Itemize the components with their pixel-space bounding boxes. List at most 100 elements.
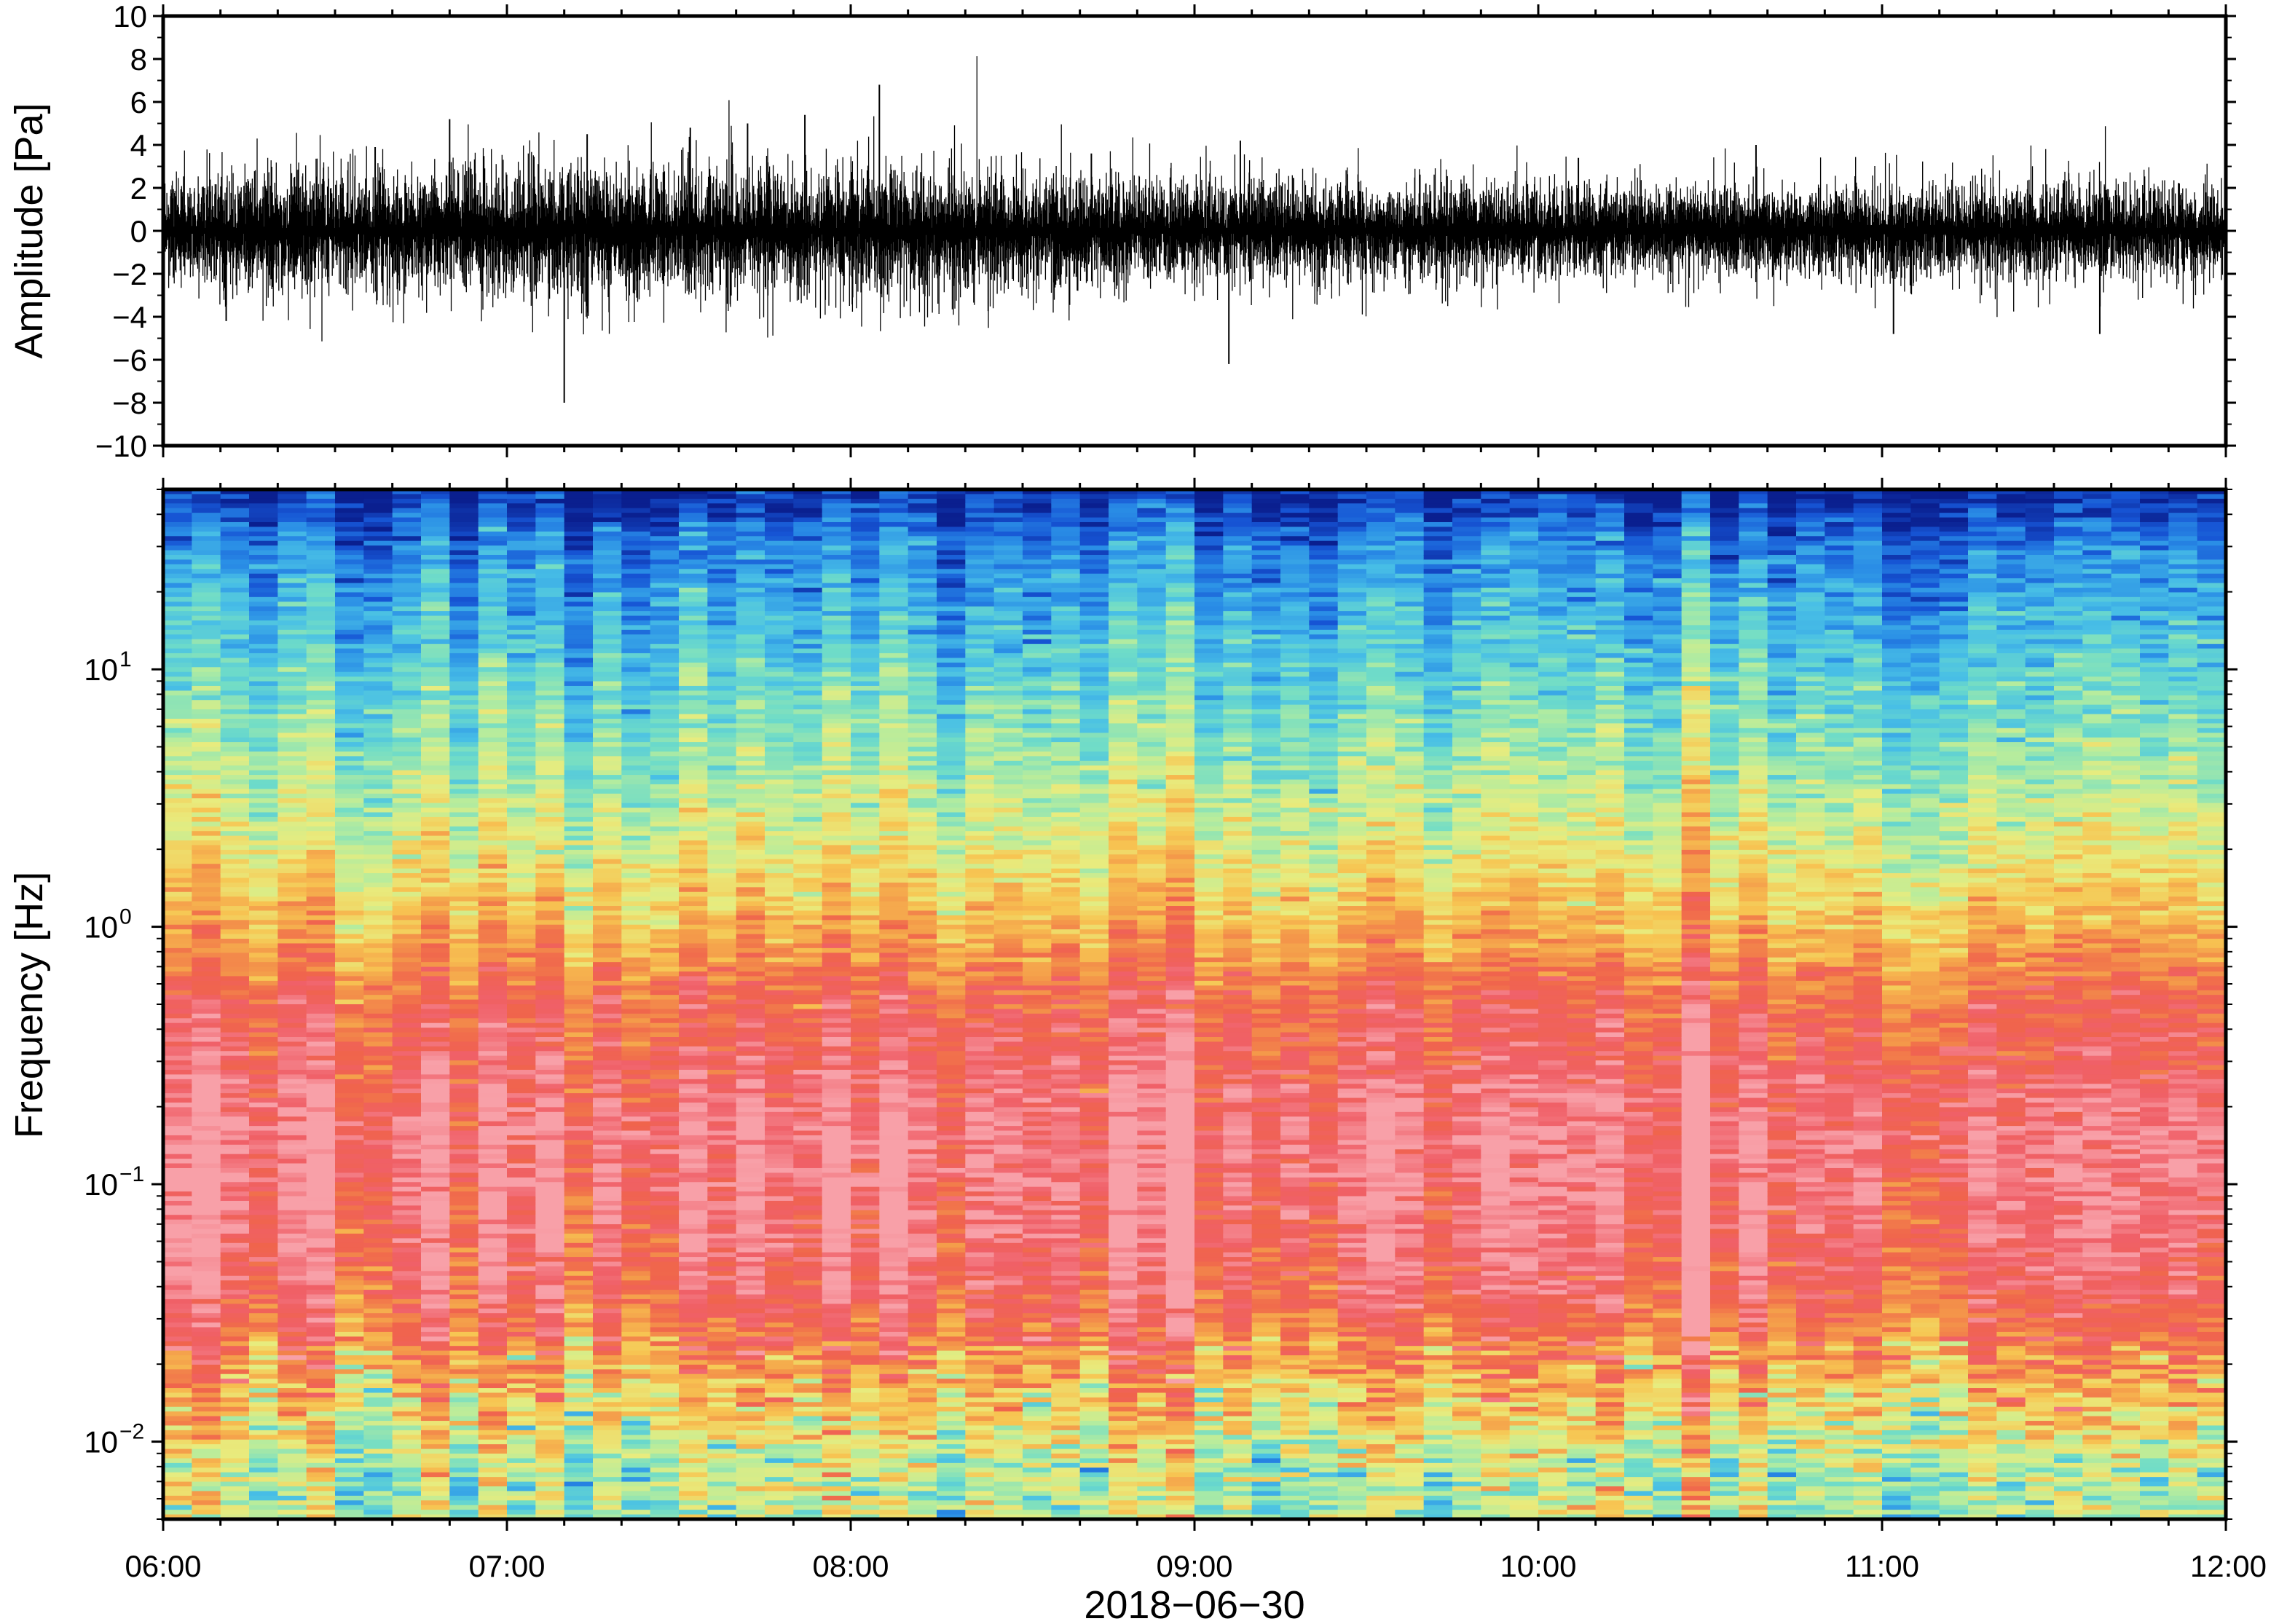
spectrogram-cell	[421, 966, 451, 972]
spectrogram-cell	[679, 578, 709, 584]
spectrogram-cell	[249, 536, 279, 542]
spectrogram-cell	[736, 625, 765, 631]
spectrogram-cell	[621, 1317, 651, 1323]
spectrogram-cell	[765, 1383, 795, 1389]
spectrogram-cell	[478, 733, 508, 738]
spectrogram-cell	[593, 1233, 623, 1239]
spectrogram-cell	[593, 939, 623, 945]
spectrogram-cell	[220, 1229, 250, 1234]
spectrogram-cell	[335, 826, 365, 832]
spectrogram-cell	[564, 1140, 594, 1146]
spectrogram-cell	[278, 1481, 307, 1487]
spectrogram-cell	[679, 573, 709, 579]
spectrogram-cell	[163, 723, 193, 729]
spectrogram-cell	[335, 1167, 365, 1174]
spectrogram-cell	[421, 1430, 451, 1436]
spectrogram-cell	[335, 1392, 365, 1398]
spectrogram-cell	[564, 498, 594, 505]
spectrogram-cell	[363, 695, 393, 701]
spectrogram-cell	[679, 611, 709, 617]
spectrogram-cell	[192, 587, 221, 594]
spectrogram-cell	[363, 1514, 393, 1519]
spectrogram-cell	[392, 1327, 422, 1333]
spectrogram-cell	[421, 808, 451, 813]
spectrogram-cell	[765, 1144, 795, 1151]
spectrogram-cell	[765, 1298, 795, 1305]
spectrogram-cell	[306, 1336, 336, 1342]
spectrogram-cell	[507, 1242, 537, 1249]
spectrogram-cell	[650, 915, 680, 921]
spectrogram-cell	[192, 1275, 221, 1282]
spectrogram-cell	[679, 1205, 709, 1211]
spectrogram-cell	[421, 1350, 451, 1356]
spectrogram-cell	[249, 1369, 279, 1375]
spectrogram-cell	[650, 1172, 680, 1178]
spectrogram-cell	[535, 1444, 565, 1450]
spectrogram-cell	[421, 882, 451, 888]
spectrogram-cell	[449, 812, 479, 818]
spectrogram-cell	[650, 1229, 680, 1234]
spectrogram-cell	[249, 1018, 279, 1024]
spectrogram-cell	[278, 1093, 307, 1099]
spectrogram-cell	[535, 550, 565, 556]
waveform-y-tick-label: 0	[130, 214, 147, 248]
spectrogram-cell	[507, 718, 537, 725]
spectrogram-cell	[335, 1495, 365, 1502]
spectrogram-cell	[278, 508, 307, 513]
spectrogram-cell	[535, 1229, 565, 1234]
spectrogram-cell	[278, 1172, 307, 1178]
spectrogram-cell	[679, 760, 709, 767]
spectrogram-cell	[593, 756, 623, 762]
spectrogram-cell	[765, 508, 795, 513]
spectrogram-cell	[249, 1392, 279, 1398]
spectrogram-cell	[507, 1350, 537, 1356]
spectrogram-cell	[564, 681, 594, 687]
spectrogram-cell	[478, 1360, 508, 1365]
spectrogram-cell	[421, 677, 451, 682]
spectrogram-cell	[220, 1327, 250, 1333]
spectrogram-cell	[306, 915, 336, 921]
spectrogram-cell	[363, 1079, 393, 1085]
spectrogram-cell	[278, 1084, 307, 1089]
spectrogram-cell	[564, 1065, 594, 1071]
spectrogram-cell	[593, 644, 623, 650]
spectrogram-cell	[765, 1200, 795, 1207]
spectrogram-cell	[621, 573, 651, 579]
spectrogram-cell	[306, 1275, 336, 1282]
spectrogram-cell	[220, 1154, 250, 1159]
spectrogram-cell	[765, 690, 795, 696]
spectrogram-cell	[392, 1130, 422, 1136]
spectrogram-cell	[478, 1172, 508, 1178]
spectrogram-cell	[736, 503, 765, 509]
spectrogram-cell	[421, 1102, 451, 1108]
spectrogram-cell	[363, 934, 393, 939]
spectrogram-cell	[564, 1247, 594, 1253]
spectrogram-cell	[192, 1111, 221, 1118]
spectrogram-cell	[449, 1229, 479, 1234]
spectrogram-cell	[249, 1009, 279, 1014]
spectrogram-cell	[335, 920, 365, 926]
spectrogram-cell	[306, 596, 336, 603]
spectrogram-cell	[278, 1088, 307, 1094]
spectrogram-cell	[449, 1379, 479, 1384]
spectrogram-cell	[535, 1069, 565, 1076]
spectrogram-cell	[421, 1373, 451, 1379]
spectrogram-heatmap	[163, 489, 2226, 1519]
spectrogram-cell	[306, 1373, 336, 1379]
spectrogram-cell	[163, 513, 193, 519]
spectrogram-cell	[335, 559, 365, 565]
spectrogram-cell	[478, 634, 508, 640]
spectrogram-cell	[421, 1065, 451, 1071]
spectrogram-cell	[163, 1097, 193, 1103]
spectrogram-cell	[163, 1205, 193, 1211]
spectrogram-cell	[421, 629, 451, 636]
spectrogram-cell	[707, 808, 737, 813]
spectrogram-cell	[220, 821, 250, 827]
spectrogram-cell	[220, 934, 250, 939]
spectrogram-cell	[306, 573, 336, 579]
spectrogram-cell	[650, 1313, 680, 1319]
spectrogram-cell	[421, 498, 451, 505]
spectrogram-cell	[621, 1472, 651, 1478]
spectrogram-cell	[449, 995, 479, 1001]
spectrogram-cell	[363, 1144, 393, 1151]
